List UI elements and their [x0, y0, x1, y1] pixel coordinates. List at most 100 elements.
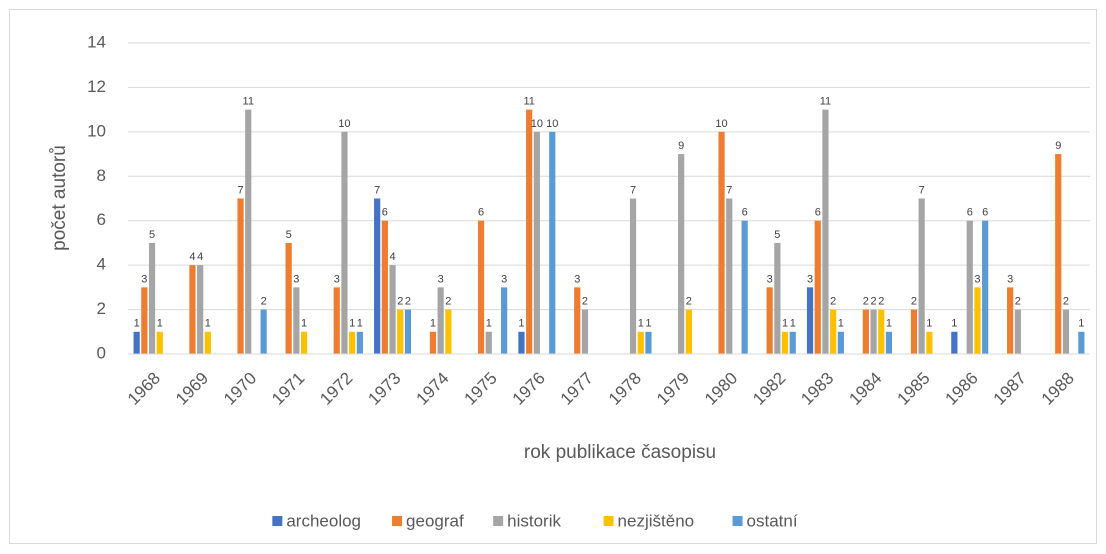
- data-label: 1: [486, 318, 492, 330]
- bar: [974, 287, 981, 354]
- data-label: 6: [742, 207, 748, 219]
- data-label: 3: [574, 273, 580, 285]
- data-label: 1: [518, 318, 524, 330]
- bar: [910, 309, 918, 354]
- bar: [766, 287, 773, 354]
- legend-swatch: [732, 516, 743, 526]
- legend-swatch: [272, 516, 283, 526]
- bar: [926, 331, 933, 354]
- data-label: 1: [782, 318, 788, 330]
- bar: [141, 287, 148, 354]
- bar: [1014, 309, 1021, 354]
- data-label: 11: [243, 96, 254, 108]
- bar: [404, 309, 412, 354]
- bar: [237, 198, 244, 354]
- data-label: 1: [430, 318, 436, 330]
- data-label: 3: [293, 273, 299, 285]
- data-label: 9: [678, 140, 684, 152]
- bar: [148, 242, 156, 354]
- y-tick-label: 10: [87, 121, 106, 140]
- data-label: 2: [686, 295, 692, 307]
- bar: [518, 331, 525, 354]
- bar: [429, 331, 437, 354]
- data-label: 10: [546, 118, 558, 130]
- legend-label: ostatní: [747, 511, 798, 530]
- bar: [629, 198, 637, 354]
- bar: [477, 220, 485, 354]
- legend-swatch: [392, 516, 403, 526]
- bar: [156, 331, 163, 354]
- y-tick-label: 0: [97, 343, 106, 362]
- legend-swatch: [603, 516, 614, 526]
- data-label: 2: [445, 295, 451, 307]
- bar: [526, 109, 533, 355]
- data-label: 3: [974, 273, 980, 285]
- legend-label: archeolog: [286, 511, 361, 530]
- bar: [445, 309, 452, 354]
- data-label: 4: [389, 251, 395, 263]
- data-label: 7: [919, 184, 925, 196]
- data-label: 10: [338, 118, 350, 130]
- bar: [718, 131, 725, 354]
- data-label: 11: [523, 96, 534, 108]
- data-label: 2: [1015, 295, 1021, 307]
- data-label: 1: [790, 318, 796, 330]
- bar: [781, 331, 789, 354]
- bar: [966, 220, 973, 354]
- bar: [574, 287, 581, 354]
- data-label: 6: [982, 207, 988, 219]
- y-tick-label: 6: [97, 210, 106, 229]
- data-label: 1: [638, 318, 644, 330]
- bar: [133, 331, 140, 354]
- data-label: 6: [967, 207, 973, 219]
- bar: [356, 331, 363, 354]
- data-label: 2: [582, 295, 588, 307]
- bar: [204, 331, 211, 354]
- data-label: 2: [1063, 295, 1069, 307]
- bar: [1078, 331, 1085, 354]
- data-label: 7: [237, 184, 243, 196]
- data-label: 4: [197, 251, 203, 263]
- bar: [918, 198, 925, 354]
- y-tick-label: 4: [97, 255, 106, 274]
- data-label: 6: [815, 207, 821, 219]
- bar: [293, 287, 300, 354]
- data-label: 2: [405, 295, 411, 307]
- legend-label: historik: [507, 511, 561, 530]
- bar: [437, 287, 444, 354]
- data-label: 1: [134, 318, 140, 330]
- data-label: 6: [478, 207, 484, 219]
- data-label: 2: [261, 295, 267, 307]
- bar: [685, 309, 692, 354]
- data-label: 1: [838, 318, 844, 330]
- bar: [822, 109, 829, 355]
- bar: [260, 309, 267, 354]
- data-label: 10: [531, 118, 543, 130]
- data-label: 7: [630, 184, 636, 196]
- bar: [349, 331, 356, 354]
- bar: [1062, 309, 1070, 354]
- legend-label: nezjištěno: [618, 511, 695, 530]
- data-label: 7: [374, 184, 380, 196]
- data-label: 11: [820, 96, 831, 108]
- bar: [1055, 154, 1062, 354]
- bar: [485, 331, 492, 354]
- data-label: 6: [382, 207, 388, 219]
- data-label: 1: [951, 318, 957, 330]
- bar: [645, 331, 652, 354]
- y-tick-label: 12: [87, 77, 106, 96]
- bar: [806, 287, 814, 354]
- bar: [533, 131, 540, 354]
- data-label: 1: [645, 318, 651, 330]
- data-label: 3: [334, 273, 340, 285]
- data-label: 2: [878, 295, 884, 307]
- data-label: 2: [863, 295, 869, 307]
- bar: [774, 242, 781, 354]
- data-label: 2: [830, 295, 836, 307]
- data-label: 1: [349, 318, 355, 330]
- bar: [878, 309, 885, 354]
- data-label: 2: [911, 295, 917, 307]
- bar: [374, 198, 381, 354]
- data-label: 2: [870, 295, 876, 307]
